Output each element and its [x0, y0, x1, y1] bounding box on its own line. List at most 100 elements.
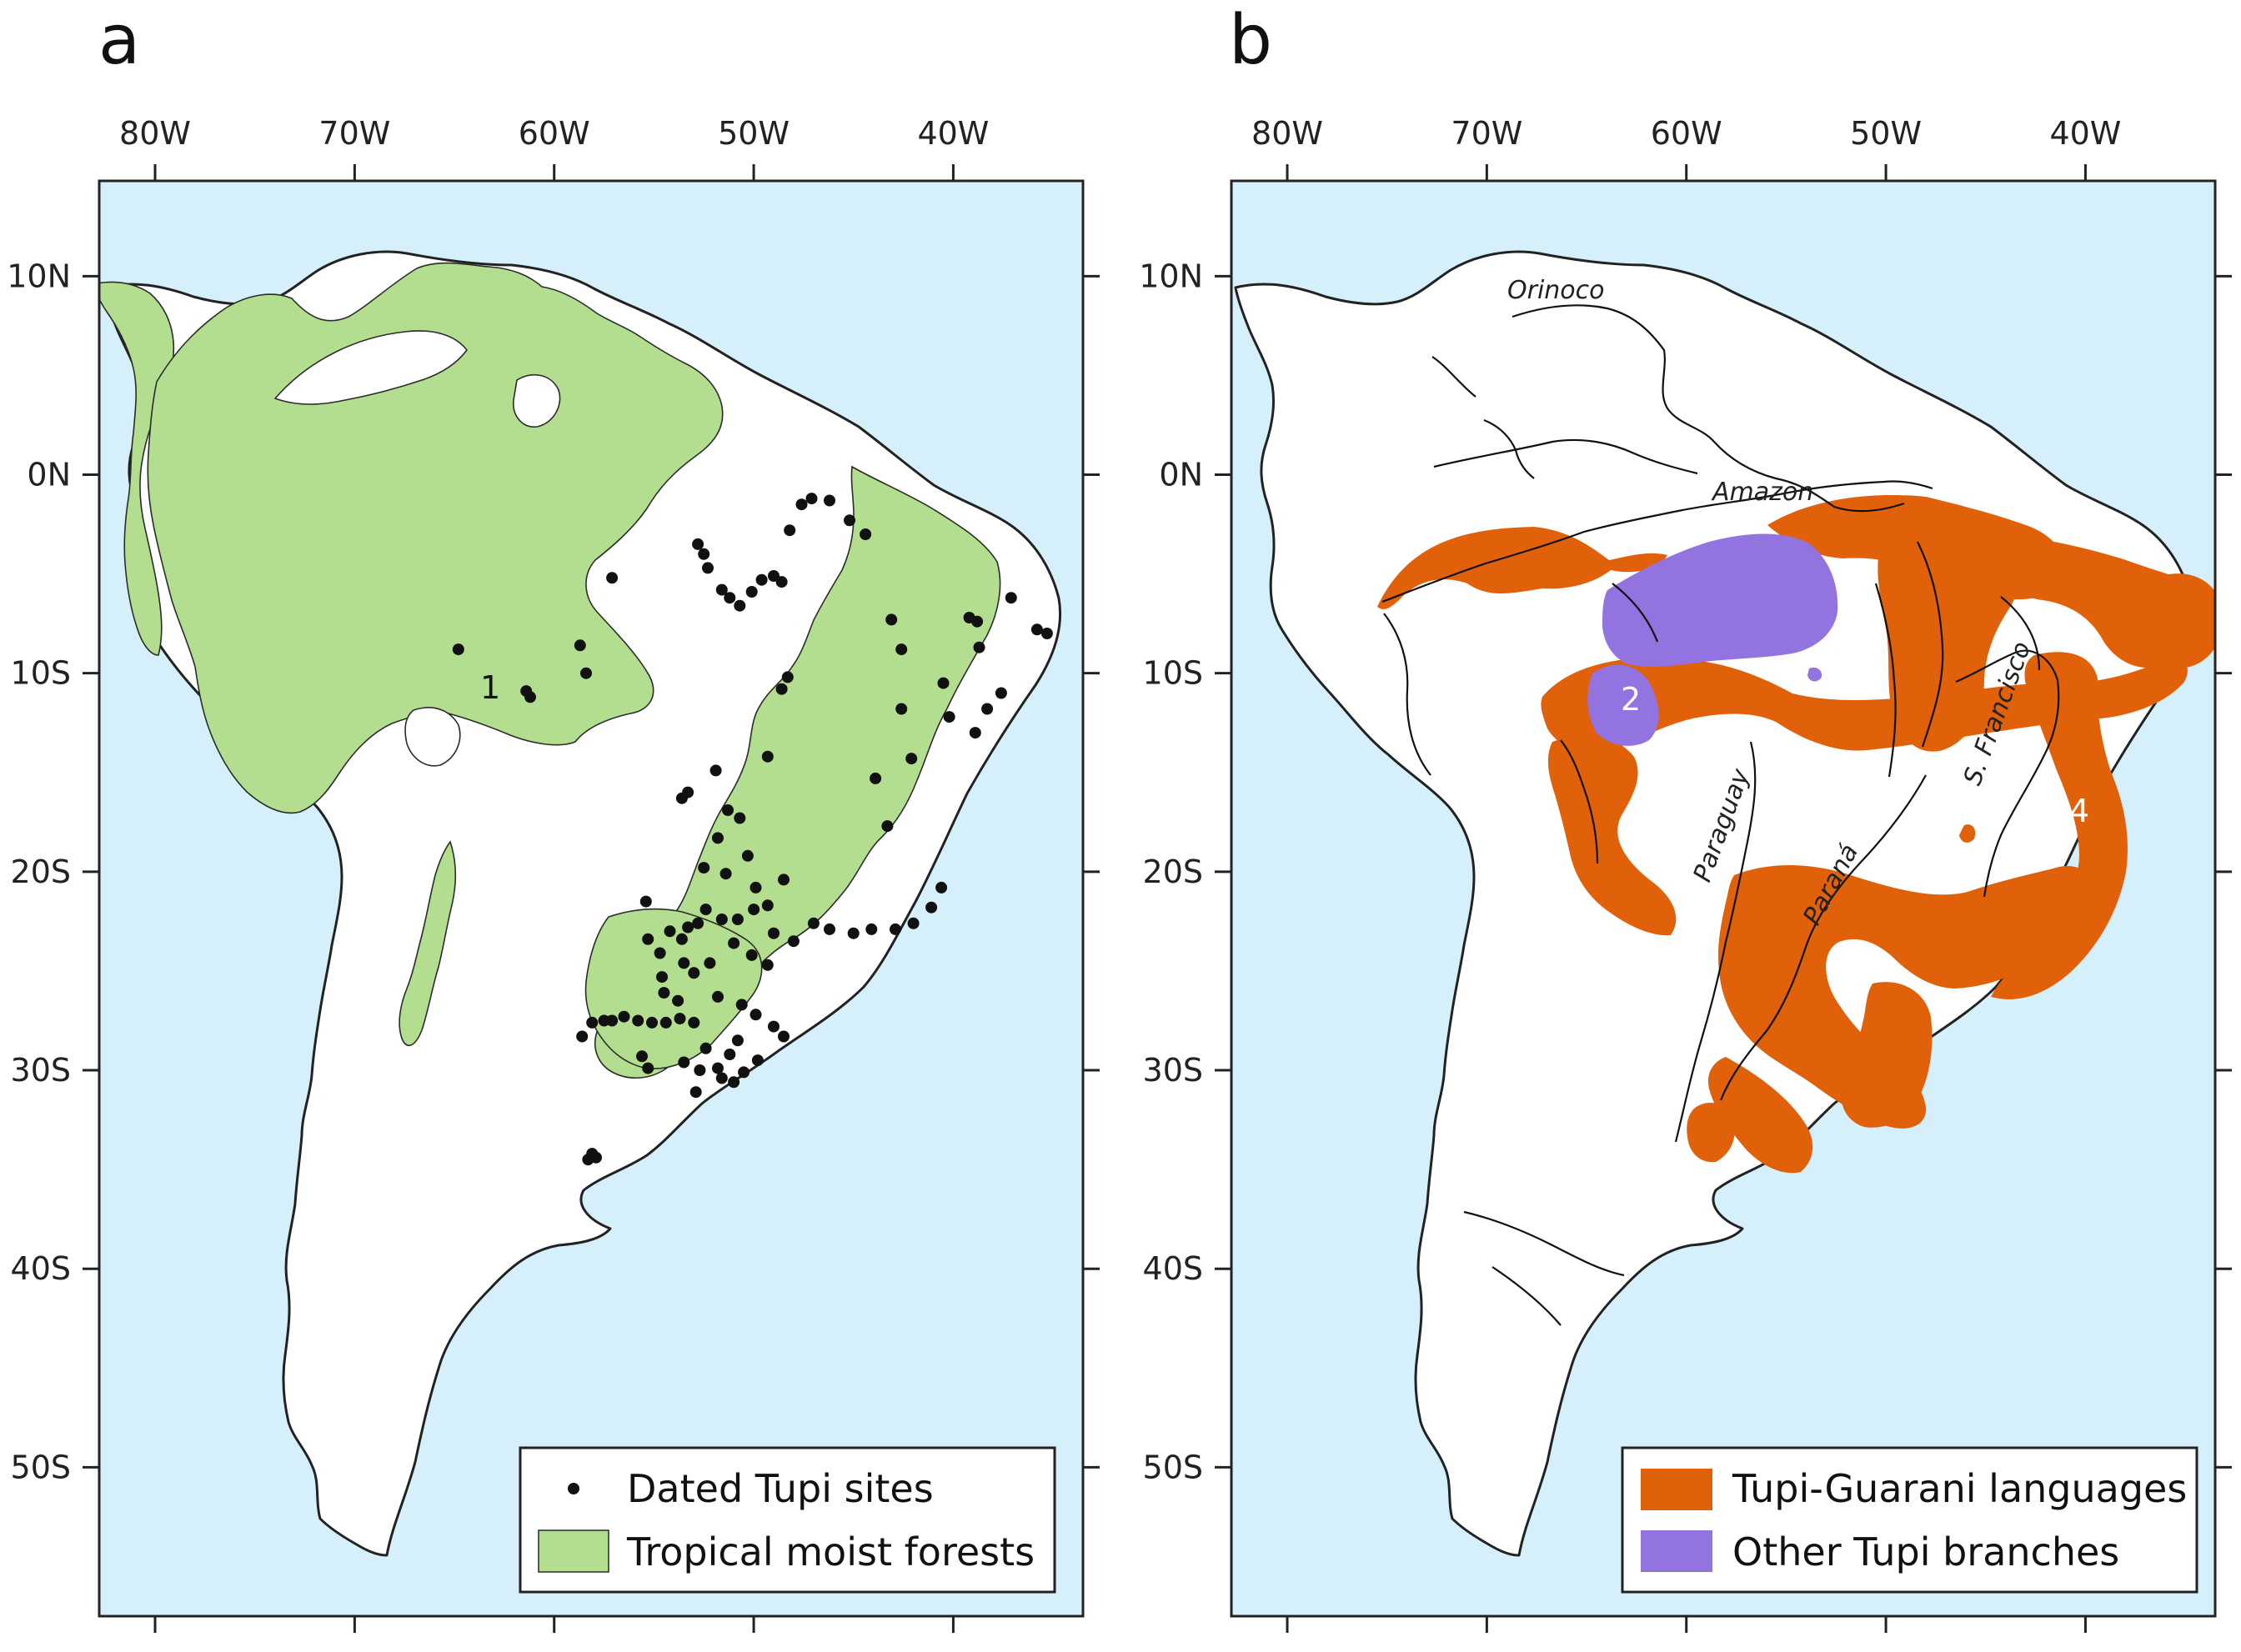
- lat-tick-label: 10S: [11, 655, 71, 692]
- dated-tupi-site: [675, 933, 688, 945]
- dated-tupi-site: [748, 904, 760, 916]
- panel-a: a 1 80W 70W 60W 50W 40W 10N 0N 10S 20S 30S 40S 50S: [7, 1, 1100, 1633]
- lat-tick-label: 20S: [1143, 854, 1203, 890]
- dated-tupi-site: [590, 1151, 602, 1164]
- dated-tupi-site: [1040, 628, 1053, 639]
- dated-tupi-site: [678, 957, 690, 969]
- tg-region-mato-grosso: [1547, 735, 1677, 936]
- dated-tupi-site: [699, 904, 712, 916]
- river-negro: [1433, 438, 1698, 475]
- savanna-enclave-north: [273, 330, 469, 405]
- panel-b: b: [1139, 1, 2232, 1633]
- lon-tick-label: 50W: [718, 115, 790, 152]
- dated-tupi-site: [860, 528, 872, 540]
- dated-tupi-site: [971, 615, 984, 628]
- lon-tick-label: 60W: [1651, 115, 1722, 152]
- dated-tupi-site: [728, 1076, 740, 1089]
- dated-tupi-site: [768, 927, 780, 939]
- dated-tupi-site: [734, 812, 746, 824]
- dated-tupi-site: [719, 868, 732, 880]
- dated-tupi-site: [775, 576, 788, 588]
- lat-tick-label: 40S: [11, 1250, 71, 1287]
- dated-tupi-site: [672, 994, 684, 1007]
- dated-tupi-site: [824, 923, 835, 935]
- dated-tupi-site: [761, 899, 774, 912]
- dated-tupi-site: [715, 583, 728, 596]
- dated-tupi-site: [807, 917, 820, 929]
- savanna-enclave-south: [404, 707, 461, 767]
- legend-other-tupi-branches: Other Tupi branches: [1732, 1529, 2119, 1574]
- dated-tupi-site: [969, 727, 981, 739]
- river-madeira-west: [1383, 613, 1431, 776]
- dated-tupi-site: [775, 683, 788, 695]
- river-andes-north: [1431, 356, 1476, 398]
- dated-tupi-site: [890, 923, 901, 935]
- region-label-3: 3: [1839, 946, 1859, 983]
- dated-tupi-site: [712, 990, 724, 1003]
- dated-tupi-site: [761, 959, 774, 971]
- label-amazon: Amazon: [1711, 478, 1813, 507]
- dated-tupi-site: [981, 703, 994, 715]
- lat-tick-label: 30S: [11, 1052, 71, 1089]
- dated-tupi-site: [688, 1016, 700, 1029]
- legend-dated-tupi-sites: Dated Tupi sites: [627, 1466, 934, 1511]
- panel-a-letter: a: [98, 1, 140, 80]
- river-guapore: [1560, 739, 1599, 864]
- label-orinoco: Orinoco: [1507, 276, 1605, 305]
- river-sao-francisco: [1955, 649, 2060, 898]
- dated-tupi-site: [689, 1086, 702, 1099]
- dated-tupi-site: [768, 570, 780, 582]
- dated-tupi-site: [586, 1016, 599, 1029]
- dated-tupi-site: [784, 524, 796, 537]
- dated-tupi-site: [452, 643, 464, 656]
- dated-tupi-site: [642, 933, 654, 945]
- panel-b-axes: 80W 70W 60W 50W 40W 10N 0N 10S 20S 30S 40S 50S: [1139, 115, 2232, 1633]
- dated-tupi-site: [724, 1049, 736, 1060]
- lat-tick-label: 50S: [11, 1449, 71, 1485]
- savanna-enclave-roraima: [513, 373, 561, 428]
- tg-region-southeast: [1841, 982, 1933, 1128]
- ot-region-2: [1587, 664, 1659, 746]
- lon-tick-label: 40W: [2049, 115, 2121, 152]
- dated-tupi-site: [722, 804, 734, 816]
- dated-tupi-site: [580, 667, 592, 679]
- tg-region-small-dot: [1959, 824, 1976, 843]
- ot-region-rondonia: [1602, 533, 1838, 667]
- tg-region-northeast-tip: [2154, 573, 2215, 668]
- dated-tupi-site: [768, 1020, 780, 1033]
- dated-tupi-site: [664, 925, 676, 938]
- dated-tupi-site: [925, 901, 938, 914]
- dated-tupi-site: [688, 967, 700, 979]
- dated-tupi-site: [639, 895, 652, 908]
- dated-tupi-site: [712, 1062, 724, 1074]
- panel-a-legend: Dated Tupi sites Tropical moist forests: [519, 1446, 1056, 1594]
- rivers-layer: [1381, 304, 2060, 1326]
- region-label-4: 4: [2069, 793, 2089, 829]
- dated-tupi-site: [715, 914, 728, 925]
- lat-tick-label: 50S: [1143, 1449, 1203, 1485]
- dated-tupi-site: [674, 1013, 686, 1025]
- dated-tupi-site: [735, 999, 748, 1011]
- dated-tupi-site: [598, 1014, 610, 1027]
- region-label-2: 2: [1621, 681, 1641, 718]
- lat-tick-label: 10N: [7, 258, 71, 294]
- dated-tupi-site: [755, 573, 768, 586]
- dated-tupi-site: [678, 1056, 690, 1069]
- river-negro-south: [1491, 1266, 1562, 1326]
- dated-tupi-site: [728, 937, 740, 949]
- dated-tupi-site: [636, 1050, 648, 1063]
- river-orinoco-amazon-north: [1512, 304, 1905, 513]
- dated-tupi-site: [675, 792, 688, 804]
- dated-tupi-sites-layer: [452, 493, 1053, 1166]
- dated-tupi-site: [682, 921, 694, 934]
- dated-tupi-site: [751, 1054, 764, 1067]
- dated-tupi-site: [995, 687, 1007, 699]
- panel-a-frame: [98, 179, 1085, 1618]
- dated-tupi-site: [895, 643, 908, 656]
- dated-tupi-site: [715, 1072, 728, 1084]
- dated-tupi-site: [576, 1030, 589, 1043]
- dated-tupi-site: [865, 923, 878, 935]
- dated-tupi-site: [937, 677, 950, 689]
- dated-tupi-site: [724, 592, 736, 604]
- panel-b-letter: b: [1229, 1, 1272, 80]
